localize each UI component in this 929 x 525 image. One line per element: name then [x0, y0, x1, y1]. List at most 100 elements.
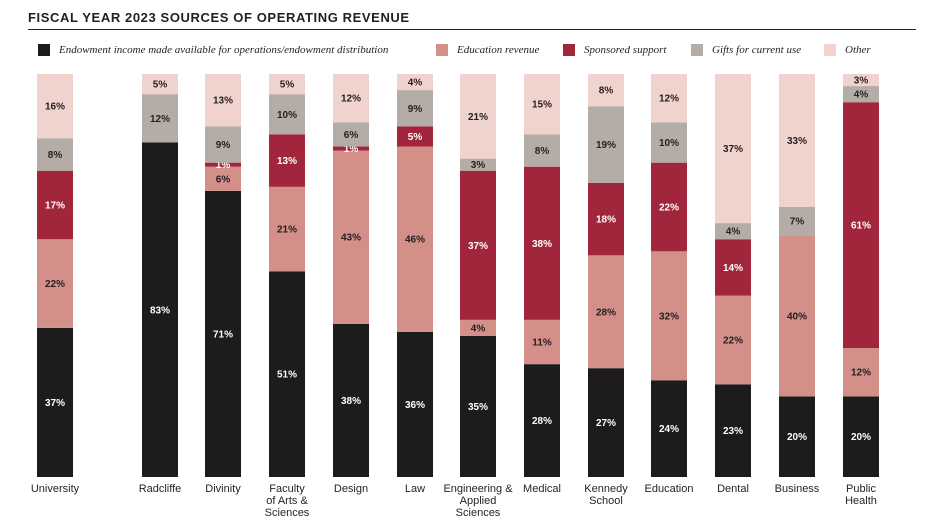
- legend-label-sponsored: Sponsored support: [584, 44, 667, 56]
- bar-segment-gifts: [205, 126, 241, 163]
- category-label: Medical: [523, 483, 561, 495]
- data-label: 10%: [659, 138, 679, 149]
- data-label: 3%: [854, 76, 869, 87]
- data-label: 21%: [468, 112, 488, 123]
- data-label: 61%: [851, 221, 871, 232]
- legend-item-education: Education revenue: [436, 42, 539, 58]
- bar-group: 51% 21% 13% 10% 5%: [269, 74, 305, 477]
- bar-segment-endowment: [588, 368, 624, 477]
- bar-segment-endowment: [779, 396, 815, 477]
- data-label: 40%: [787, 311, 807, 322]
- legend-item-gifts: Gifts for current use: [691, 42, 801, 58]
- bar-group: 71% 6% 1% 9% 13%: [205, 74, 241, 477]
- category-label: Divinity: [205, 483, 241, 495]
- data-label: 37%: [468, 241, 488, 252]
- bar-segment-other: [588, 74, 624, 107]
- data-label: 9%: [216, 140, 231, 151]
- bar-group: 36% 46% 5% 9% 4%: [397, 74, 433, 477]
- category-label: Dental: [717, 483, 749, 495]
- data-label: 83%: [150, 305, 170, 316]
- bar-segment-other: [205, 74, 241, 127]
- category-label: University: [31, 483, 80, 495]
- data-label: 8%: [48, 150, 63, 161]
- category-label: Law: [405, 483, 425, 495]
- data-label: 22%: [659, 202, 679, 213]
- data-label: 37%: [723, 144, 743, 155]
- bar-segment-endowment: [397, 331, 433, 477]
- data-label: 10%: [277, 110, 297, 121]
- data-label: 3%: [471, 160, 486, 171]
- data-label: 32%: [659, 311, 679, 322]
- data-label: 14%: [723, 263, 743, 274]
- bar-segment-education: [843, 348, 879, 397]
- legend-item-endowment: Endowment income made available for oper…: [38, 42, 388, 58]
- bar-segment-gifts: [397, 90, 433, 127]
- bar-group: 35% 4% 37% 3% 21%: [460, 74, 496, 477]
- legend-swatch-endowment: [38, 44, 50, 56]
- bar-segment-sponsored: [333, 146, 369, 151]
- data-label: 33%: [787, 136, 807, 147]
- bar-segment-endowment: [205, 190, 241, 477]
- legend-swatch-sponsored: [563, 44, 575, 56]
- data-label: 12%: [851, 368, 871, 379]
- data-label: 15%: [532, 100, 552, 111]
- bar-segment-education: [460, 319, 496, 336]
- data-label: 28%: [596, 307, 616, 318]
- bar-group: 37% 22% 17% 8% 16%: [37, 74, 73, 477]
- bar-segment-sponsored: [397, 126, 433, 147]
- data-label: 13%: [213, 96, 233, 107]
- bar-segment-education: [779, 235, 815, 397]
- bar-segment-education: [269, 186, 305, 272]
- bar-segment-gifts: [651, 122, 687, 163]
- data-label: 4%: [471, 323, 486, 334]
- bar-segment-education: [715, 295, 751, 385]
- category-label: Education: [645, 483, 694, 495]
- bar-group: 24% 32% 22% 10% 12%: [651, 74, 687, 477]
- data-label: 9%: [408, 104, 423, 115]
- bar-segment-sponsored: [269, 134, 305, 187]
- data-label: 12%: [659, 94, 679, 105]
- bar-segment-gifts: [588, 106, 624, 183]
- data-label: 5%: [153, 80, 168, 91]
- bar-segment-endowment: [843, 396, 879, 477]
- bar-segment-education: [588, 255, 624, 369]
- bar-segment-gifts: [269, 94, 305, 135]
- bar-segment-endowment: [460, 335, 496, 477]
- data-label: 38%: [341, 396, 361, 407]
- bar-segment-other: [779, 74, 815, 207]
- data-label: 46%: [405, 235, 425, 246]
- legend-swatch-education: [436, 44, 448, 56]
- bar-segment-endowment: [142, 142, 178, 477]
- bar-group: 23% 22% 14% 4% 37%: [715, 74, 751, 477]
- legend: Endowment income made available for oper…: [38, 42, 918, 58]
- bar-segment-other: [269, 74, 305, 95]
- data-label: 36%: [405, 400, 425, 411]
- bar-group: 20% 12% 61% 4% 3%: [843, 74, 879, 477]
- data-label: 17%: [45, 200, 65, 211]
- bar-segment-sponsored: [715, 239, 751, 296]
- legend-swatch-other: [824, 44, 836, 56]
- title-divider: [28, 29, 916, 30]
- bar-segment-education: [37, 239, 73, 328]
- data-label: 19%: [596, 140, 616, 151]
- data-label: 21%: [277, 225, 297, 236]
- legend-label-endowment: Endowment income made available for oper…: [59, 44, 389, 56]
- data-label: 1%: [344, 144, 359, 155]
- data-label: 51%: [277, 370, 297, 381]
- legend-swatch-gifts: [691, 44, 703, 56]
- data-label: 43%: [341, 233, 361, 244]
- bar-group: 83% 12% 5%: [142, 74, 178, 477]
- data-label: 7%: [790, 217, 805, 228]
- bar-segment-education: [205, 166, 241, 191]
- category-label: Design: [334, 483, 368, 495]
- bar-segment-education: [333, 150, 369, 324]
- data-label: 22%: [45, 279, 65, 290]
- bar-group: 38% 43% 1% 6% 12%: [333, 74, 369, 477]
- bar-segment-sponsored: [588, 182, 624, 256]
- category-label: Kennedy School: [584, 483, 628, 507]
- legend-label-education: Education revenue: [457, 44, 540, 56]
- bar-segment-sponsored: [37, 170, 73, 240]
- bar-segment-other: [142, 74, 178, 95]
- legend-item-sponsored: Sponsored support: [563, 42, 666, 58]
